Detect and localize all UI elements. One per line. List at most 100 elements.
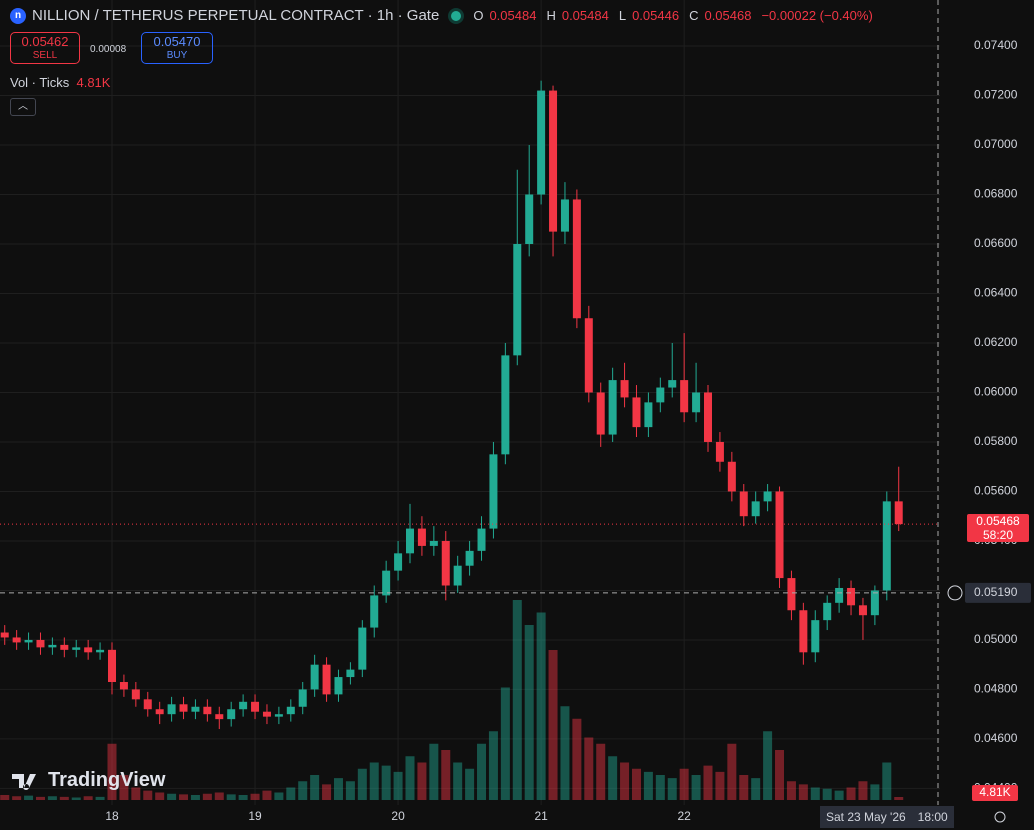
candle-body	[227, 709, 236, 720]
candle-body	[274, 714, 283, 717]
candle-body	[239, 701, 248, 710]
x-tick-label: 18	[105, 809, 119, 823]
countdown: 58:20	[982, 528, 1014, 542]
volume-bar	[179, 794, 189, 800]
candle-body	[823, 602, 832, 621]
volume-bar	[846, 787, 856, 800]
candle-body	[775, 491, 784, 579]
candle-body	[108, 649, 116, 683]
candle-body	[751, 501, 760, 517]
y-tick-label: 0.04600	[974, 731, 1018, 745]
volume-bar	[167, 793, 177, 800]
volume-bar	[548, 650, 558, 800]
volume-legend: Vol · Ticks 4.81K	[10, 75, 110, 90]
candle-body	[370, 595, 379, 628]
buy-label: BUY	[166, 50, 188, 61]
candle-body	[155, 709, 164, 715]
candle-body	[406, 528, 414, 554]
candle-body	[584, 318, 593, 393]
candle-body	[549, 90, 558, 232]
volume-bar	[250, 793, 260, 800]
volume-bar	[631, 768, 641, 800]
y-tick-label: 0.06400	[974, 286, 1018, 300]
candle-body	[489, 454, 498, 529]
candle-body	[870, 590, 879, 616]
volume-bar	[894, 796, 904, 800]
symbol-logo: n	[10, 7, 26, 24]
y-tick-label: 0.07200	[974, 88, 1018, 102]
volume-bar	[202, 793, 212, 800]
sell-button[interactable]: 0.05462 SELL	[10, 32, 80, 64]
candle-body	[632, 397, 641, 428]
ohlc-value: 0.05446	[632, 8, 680, 23]
candle-body	[119, 682, 128, 690]
x-tick-label: 21	[534, 809, 548, 823]
candle-body	[203, 706, 212, 715]
volume-bar	[679, 768, 689, 800]
candle-body	[286, 706, 295, 715]
candle-body	[0, 632, 9, 638]
y-tick-label: 0.06600	[974, 236, 1018, 250]
volume-bar	[35, 796, 45, 800]
y-tick-label: 0.06000	[974, 385, 1018, 399]
candle-body	[96, 649, 105, 653]
collapse-button[interactable]: ︿	[10, 98, 36, 116]
volume-bar	[572, 718, 582, 800]
ohlc-key: H	[546, 8, 556, 23]
volume-bar	[596, 743, 606, 800]
volume-bar	[882, 762, 892, 800]
volume-bar	[226, 794, 236, 800]
candle-body	[763, 491, 772, 502]
volume-bar	[107, 743, 117, 800]
volume-bar	[12, 796, 22, 800]
volume-bar	[83, 796, 93, 800]
volume-bar	[560, 706, 570, 800]
crosshair-tag	[965, 582, 1031, 603]
y-tick-label: 0.04800	[974, 682, 1018, 696]
candle-body	[262, 711, 271, 717]
y-tick-label: 0.06800	[974, 187, 1018, 201]
volume-bar	[810, 787, 820, 800]
volume-bar	[620, 762, 630, 800]
volume-bar	[262, 790, 272, 800]
candle-body	[739, 491, 748, 517]
candle-body	[596, 392, 605, 435]
chart-title: NILLION / TETHERUS PERPETUAL CONTRACT · …	[32, 7, 440, 24]
y-tick-label: 0.07000	[974, 137, 1018, 151]
candle-body	[704, 392, 712, 442]
volume-bar	[310, 775, 320, 800]
candle-body	[835, 587, 844, 603]
change: −0.00022 (−0.40%)	[761, 8, 873, 23]
volume-bar	[0, 795, 10, 800]
candle-body	[644, 402, 653, 428]
volume-bar	[477, 743, 487, 800]
volume-bar	[703, 765, 713, 800]
candle-body	[131, 689, 140, 700]
candle-body	[501, 355, 510, 455]
volume-bar	[274, 792, 284, 800]
volume-bar	[333, 778, 343, 800]
volume-bar	[381, 765, 391, 800]
volume-bar	[95, 796, 105, 800]
brand: TradingView	[12, 769, 165, 792]
candle-body	[787, 578, 796, 611]
spread: 0.00008	[90, 44, 127, 55]
status-dot	[451, 10, 462, 21]
candle-body	[513, 243, 522, 356]
volume-value: 4.81K	[76, 75, 111, 90]
volume-bar	[286, 787, 296, 800]
volume-bar	[667, 778, 677, 800]
volume-bar	[155, 792, 165, 800]
volume-bar	[405, 756, 415, 800]
candle-body	[429, 540, 438, 546]
candle-body	[441, 540, 450, 586]
candle-body	[191, 706, 200, 712]
last-price: 0.05468	[976, 514, 1020, 528]
candle-body	[727, 461, 736, 492]
x-tick-label: 20	[391, 809, 405, 823]
candle-body	[537, 90, 546, 195]
y-tick-label: 0.06200	[974, 335, 1018, 349]
buy-button[interactable]: 0.05470 BUY	[141, 32, 213, 64]
